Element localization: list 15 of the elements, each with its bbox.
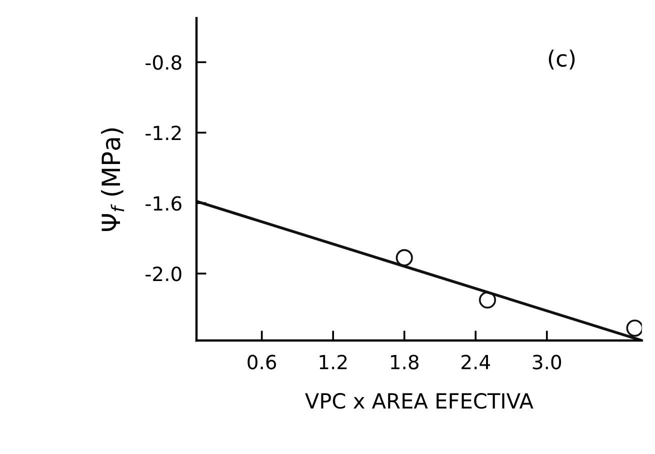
y-tick-label: -1.2 [146, 126, 181, 140]
x-tick-label: 1.8 [391, 354, 418, 370]
x-tick-label: 0.6 [248, 354, 276, 370]
point [626, 320, 642, 337]
y-tick-label: -2.0 [146, 266, 182, 282]
point [396, 249, 413, 266]
y-tick-label: -0.8 [146, 55, 182, 70]
x-tick-label: 2.4 [462, 354, 490, 370]
annotation: (c) [548, 50, 575, 70]
x-tick-label: 1.2 [320, 354, 347, 370]
y-axis-title: Ψ$_{f}$ (MPa) [101, 128, 124, 232]
y-tick-label: -1.6 [146, 196, 182, 211]
x-axis-title: VPC x AREA EFECTIVA [305, 393, 534, 409]
x-tick-label: 3.0 [532, 354, 562, 370]
point [478, 291, 496, 309]
